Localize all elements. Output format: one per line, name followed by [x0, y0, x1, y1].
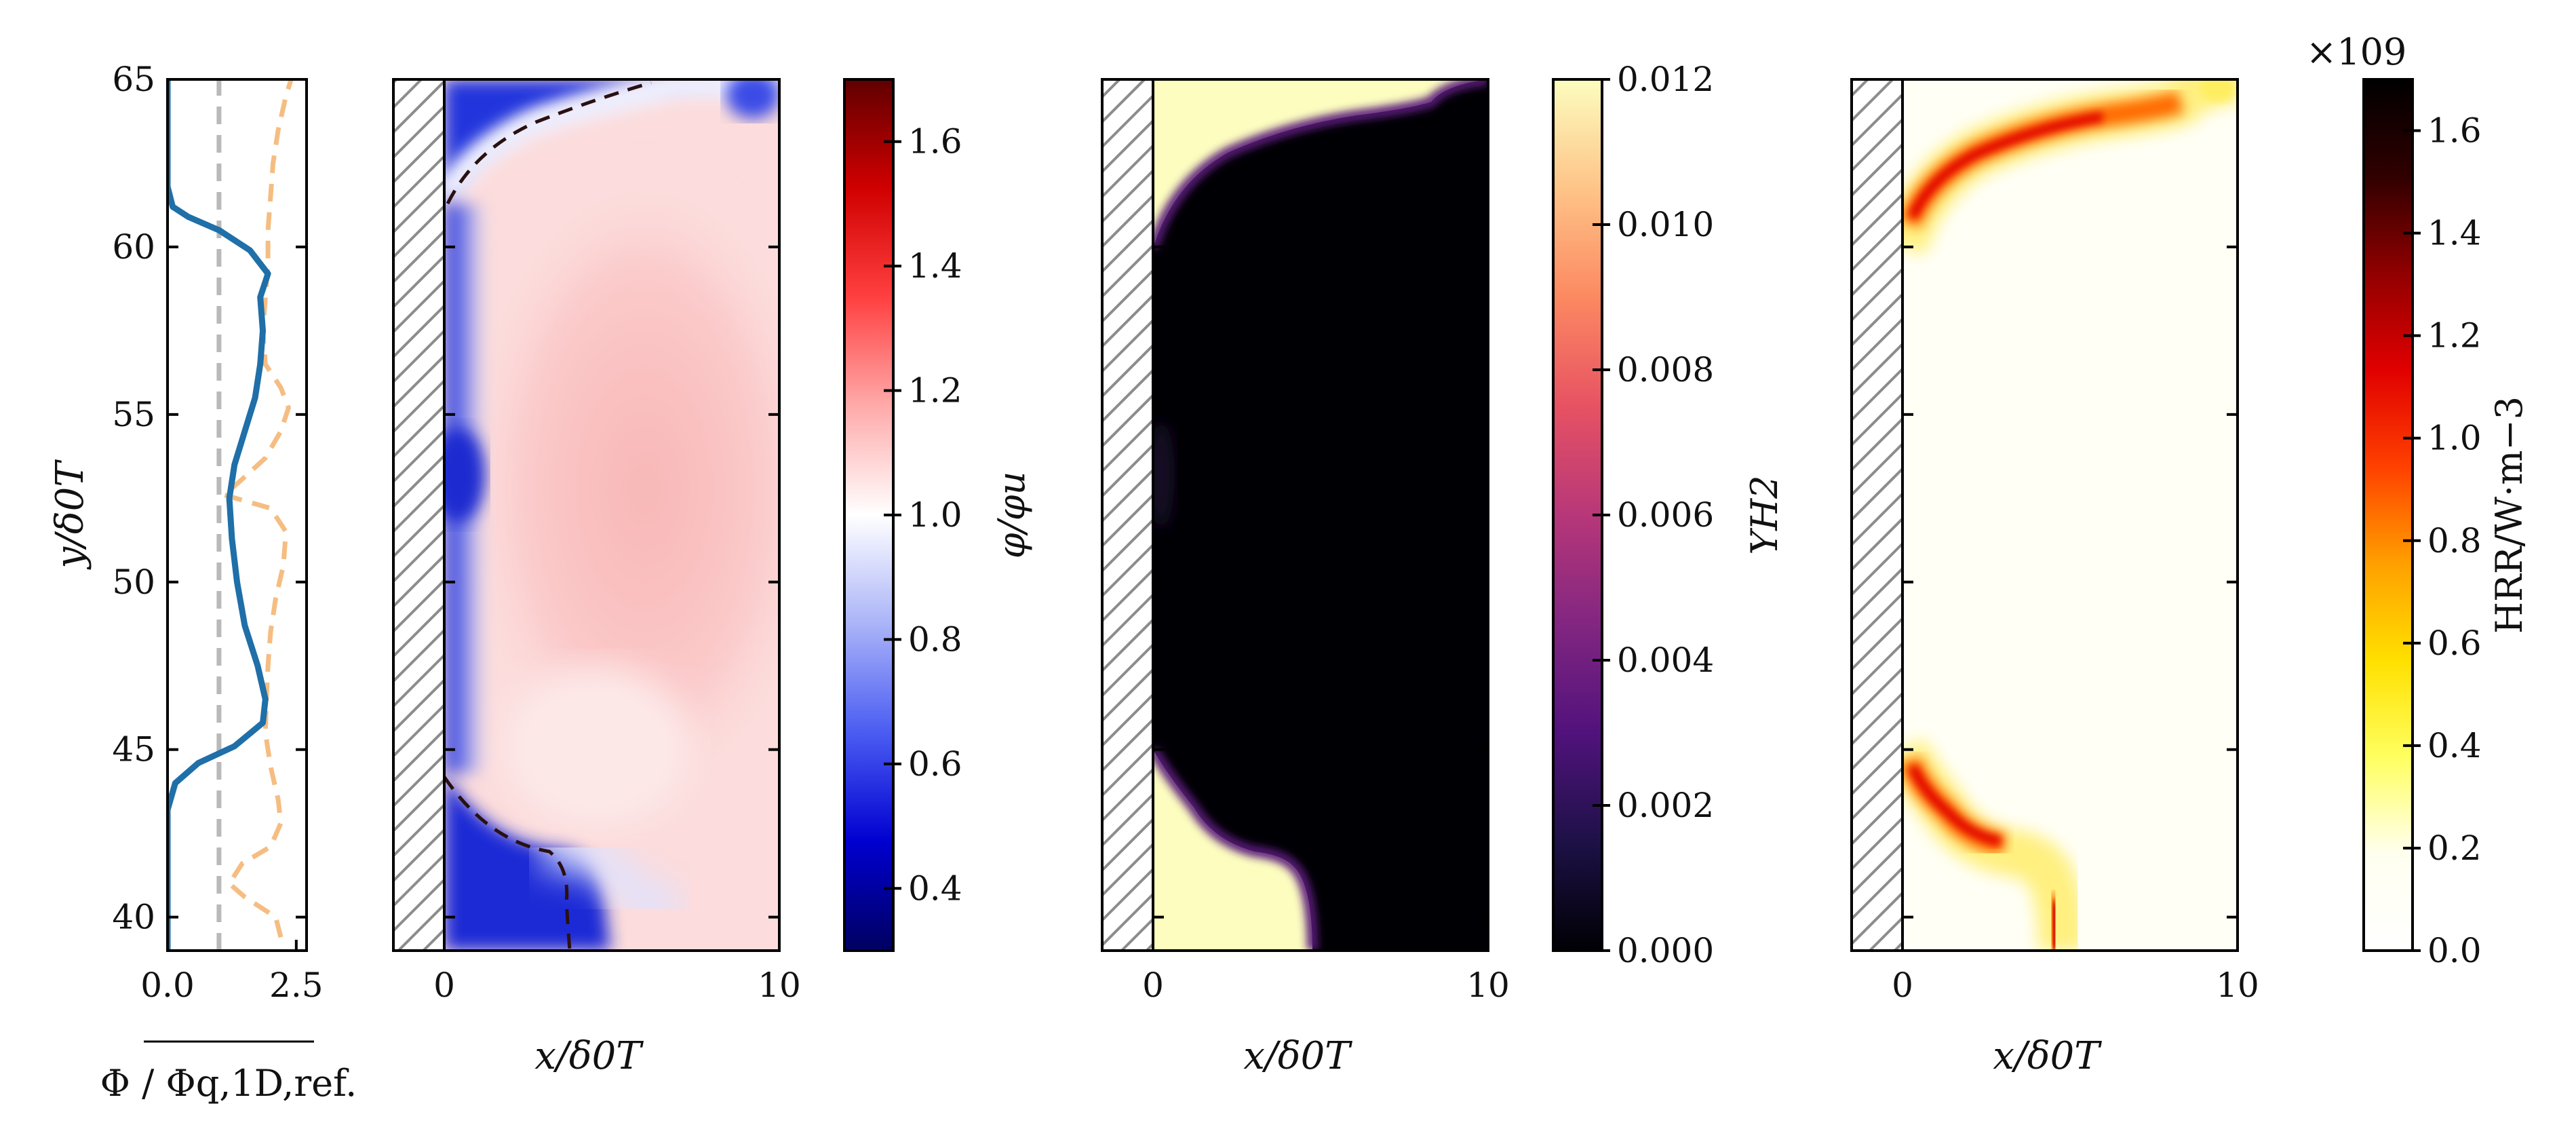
colorbar-tick-label: 0.004	[1617, 641, 1714, 680]
profile-line-1	[222, 79, 294, 938]
profile-series	[168, 79, 294, 951]
phi-frame	[392, 78, 781, 952]
y-tick-label: 55	[112, 395, 155, 434]
colorbar-tick-label: 0.2	[2427, 828, 2482, 868]
y-tick-label: 50	[112, 562, 155, 602]
h2-field	[1153, 79, 1488, 951]
colorbar-tick-label: 0.008	[1617, 350, 1714, 389]
colorbar-tick-label: 1.6	[2427, 111, 2482, 151]
y-tick-label: 45	[112, 730, 155, 769]
hrr-panel: 0 10 x/δ0T	[1850, 78, 2259, 1078]
colorbar-tick-label: 0.4	[2427, 726, 2482, 765]
hrr-colorbar: 0.0 0.2 0.4 0.6 0.8 1.0 1.2 1.4 1.6 ×109 HRR/W·m…	[2306, 31, 2531, 970]
colorbar-tick-label: 0.4	[908, 869, 962, 908]
y-tick-label: 40	[112, 898, 155, 937]
h2-colorbar-label: YH2	[1743, 475, 1786, 554]
h2-colorbar-ticks: 0.000 0.002 0.004 0.006 0.008 0.010 0.012	[1593, 60, 1714, 970]
profile-panel: 40 45 50 55 60 65 0.0 2.5 y/δ0T Φ / Φq,1D,ref.	[48, 60, 357, 1105]
wall-hatch	[393, 79, 444, 951]
colorbar-tick-label: 0.010	[1617, 205, 1714, 244]
phi-colorbar-ticks: 0.4 0.6 0.8 1.0 1.2 1.4 1.6	[884, 122, 962, 908]
hrr-frame	[1850, 78, 2239, 952]
colorbar-tick-label: 0.8	[908, 619, 962, 659]
hrr-colorbar-label: HRR/W·m−3	[2488, 396, 2531, 634]
y-axis-title-text: y/δ0T	[48, 459, 92, 571]
colorbar-tick-label: 0.012	[1617, 60, 1714, 99]
colorbar-tick-label: 1.0	[2427, 419, 2482, 458]
phi-panel: 0 10 x/δ0T	[392, 78, 801, 1078]
field-x-tick-label: 0	[1142, 966, 1164, 1005]
hrr-field	[1902, 79, 2238, 951]
phi-colorbar-label: φ/φu	[990, 472, 1033, 559]
phi-colorbar: 0.4 0.6 0.8 1.0 1.2 1.4 1.6 φ/φu	[843, 78, 1033, 952]
colorbar-tick-label: 0.8	[2427, 521, 2482, 560]
colorbar-tick-label: 1.4	[908, 246, 962, 286]
colorbar-tick-label: 0.000	[1617, 931, 1714, 970]
x-tick-label: 0.0	[140, 966, 195, 1005]
phi-ticks: 0 10	[433, 78, 801, 1005]
colorbar-tick-label: 1.0	[908, 495, 962, 535]
colorbar-tick-label: 1.6	[908, 122, 962, 161]
field-x-tick-label: 0	[433, 966, 455, 1005]
hrr-colorbar-multiplier: ×109	[2306, 31, 2406, 73]
colorbar-tick-label: 0.0	[2427, 931, 2482, 970]
profile-line-0	[168, 79, 271, 951]
h2-ticks: 0 10	[1142, 78, 1510, 1005]
colorbar-tick-label: 0.6	[908, 744, 962, 784]
field-x-tick-label: 0	[1892, 966, 1913, 1005]
field-x-tick-label: 10	[2216, 966, 2259, 1005]
y-tick-label: 65	[112, 60, 155, 99]
profile-y-ticks: 40 45 50 55 60 65	[112, 60, 307, 937]
colorbar-tick-label: 1.4	[2427, 214, 2482, 253]
h2-x-axis-title: x/δ0T	[1243, 1034, 1352, 1078]
colorbar-tick-label: 0.002	[1617, 786, 1714, 825]
h2-colorbar: 0.000 0.002 0.004 0.006 0.008 0.010 0.012 YH2	[1552, 60, 1786, 970]
profile-x-axis-title: Φ / Φq,1D,ref.	[100, 1062, 357, 1105]
field-x-tick-label: 10	[758, 966, 801, 1005]
colorbar-tick-label: 0.006	[1617, 495, 1714, 535]
h2-panel: 0 10 x/δ0T	[1101, 78, 1510, 1078]
hrr-ticks: 0 10	[1892, 78, 2259, 1005]
h2-frame	[1101, 78, 1489, 952]
field-x-tick-label: 10	[1466, 966, 1510, 1005]
hrr-x-axis-title: x/δ0T	[1993, 1034, 2102, 1078]
profile-x-ticks: 0.0 2.5	[140, 940, 324, 1005]
phi-x-axis-title: x/δ0T	[534, 1034, 644, 1078]
colorbar-tick-label: 0.6	[2427, 624, 2482, 663]
colorbar-tick-label: 1.2	[908, 371, 962, 411]
hrr-colorbar-ticks: 0.0 0.2 0.4 0.6 0.8 1.0 1.2 1.4 1.6	[2403, 111, 2482, 970]
profile-frame	[166, 78, 308, 952]
hrr-colorbar-bar	[2362, 78, 2414, 952]
x-tick-label: 2.5	[269, 966, 324, 1005]
colorbar-tick-label: 1.2	[2427, 316, 2482, 356]
y-axis-title: y/δ0T	[48, 459, 92, 571]
wall-hatch-h2	[1102, 79, 1153, 951]
wall-hatch-hrr	[1852, 79, 1902, 951]
phi-field	[444, 79, 779, 951]
y-tick-label: 60	[112, 227, 155, 267]
